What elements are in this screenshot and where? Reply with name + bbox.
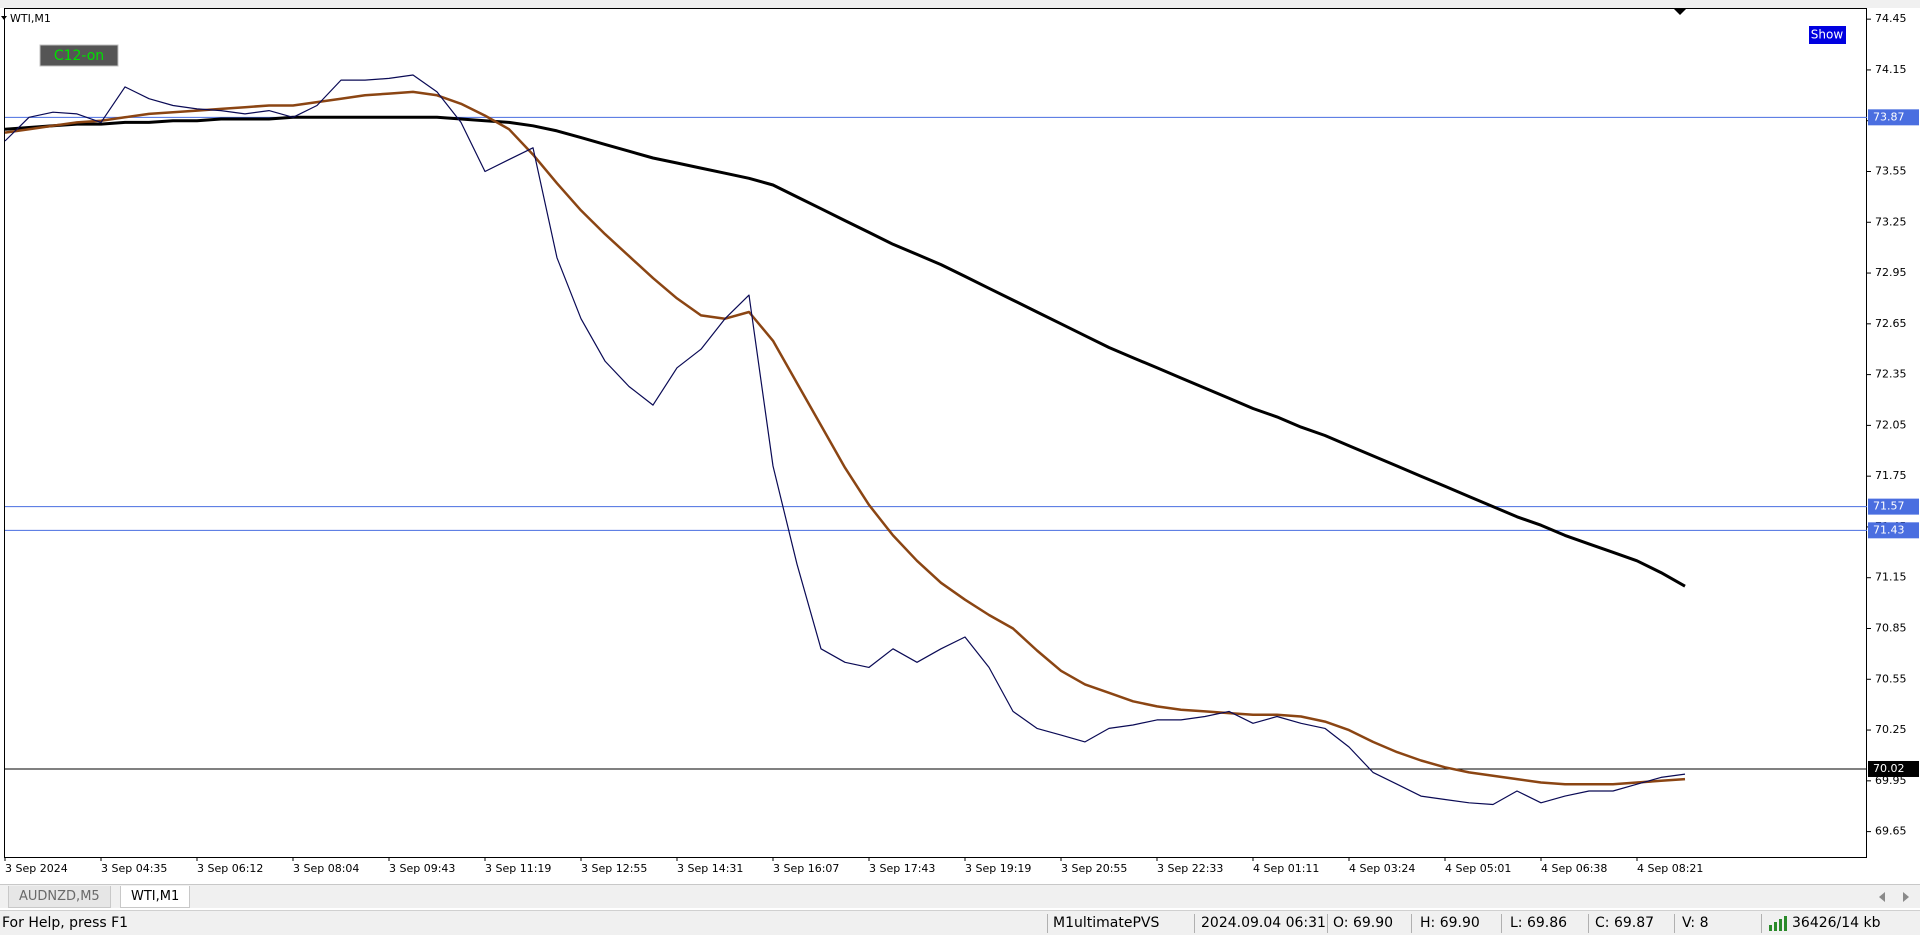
y-tick-label: 72.65: [1875, 317, 1907, 330]
x-tick-label: 4 Sep 01:11: [1253, 862, 1319, 875]
y-tick-label: 69.95: [1875, 774, 1907, 787]
status-help: For Help, press F1: [2, 915, 129, 931]
tab[interactable]: WTI,M1: [120, 886, 191, 908]
x-tick-label: 3 Sep 19:19: [965, 862, 1031, 875]
y-tick-label: 72.05: [1875, 418, 1907, 431]
x-tick-label: 3 Sep 08:04: [293, 862, 359, 875]
tab-bar: AUDNZD,M5 WTI,M1: [0, 884, 1920, 908]
x-tick-label: 3 Sep 14:31: [677, 862, 743, 875]
status-high: H: 69.90: [1420, 915, 1480, 931]
level-label: 73.87: [1873, 110, 1905, 123]
symbol-arrow: [1, 16, 7, 20]
x-tick-label: 3 Sep 11:19: [485, 862, 551, 875]
status-bar: For Help, press F1 M1ultimatePVS 2024.09…: [0, 910, 1920, 935]
tab[interactable]: AUDNZD,M5: [8, 886, 111, 908]
level-label-box: [1868, 109, 1919, 126]
tab-scroll[interactable]: [1870, 890, 1916, 904]
y-tick-label: 69.65: [1875, 825, 1907, 838]
y-tick-label: 72.95: [1875, 266, 1907, 279]
symbol-label: WTI,M1: [10, 12, 51, 25]
status-open: O: 69.90: [1333, 915, 1394, 931]
x-tick-label: 4 Sep 03:24: [1349, 862, 1415, 875]
x-tick-label: 3 Sep 17:43: [869, 862, 935, 875]
shift-marker: [1674, 9, 1686, 15]
series-line: [4, 90, 1686, 786]
x-tick-label: 3 Sep 09:43: [389, 862, 455, 875]
toolbar-strip: [0, 0, 1920, 8]
x-tick-label: 3 Sep 06:12: [197, 862, 263, 875]
show-button-box[interactable]: [1809, 26, 1846, 44]
x-tick-label: 3 Sep 22:33: [1157, 862, 1223, 875]
level-label-box: [1868, 498, 1919, 515]
status-profile: M1ultimatePVS: [1053, 915, 1160, 931]
series-line: [4, 74, 1686, 806]
x-tick-label: 3 Sep 12:55: [581, 862, 647, 875]
level-label: 71.43: [1873, 523, 1905, 536]
y-tick-label: 73.55: [1875, 164, 1907, 177]
series-line: [4, 115, 1686, 588]
x-tick-label: 4 Sep 08:21: [1637, 862, 1703, 875]
x-tick-label: 3 Sep 2024: [5, 862, 68, 875]
x-tick-label: 4 Sep 06:38: [1541, 862, 1607, 875]
status-low: L: 69.86: [1510, 915, 1568, 931]
y-tick-label: 71.15: [1875, 571, 1907, 584]
y-tick-label: 70.55: [1875, 672, 1907, 685]
level-label-box: [1868, 760, 1919, 777]
y-tick-label: 73.25: [1875, 215, 1907, 228]
y-tick-label: 74.15: [1875, 63, 1907, 76]
x-tick-label: 3 Sep 04:35: [101, 862, 167, 875]
y-tick-label: 71.75: [1875, 469, 1907, 482]
level-label: 71.57: [1873, 500, 1905, 513]
y-tick-label: 70.25: [1875, 723, 1907, 736]
level-label: 70.02: [1873, 762, 1905, 775]
show-button[interactable]: Show: [1811, 28, 1844, 42]
status-traffic: 36426/14 kb: [1792, 915, 1881, 931]
marks: [4, 18, 1871, 861]
status-volume: V: 8: [1682, 915, 1709, 931]
indicator-button-box[interactable]: [39, 44, 119, 67]
y-tick-label: 72.35: [1875, 368, 1907, 381]
y-tick-label: 70.85: [1875, 621, 1907, 634]
x-tick-label: 4 Sep 05:01: [1445, 862, 1511, 875]
x-tick-label: 3 Sep 16:07: [773, 862, 839, 875]
level-label-box: [1868, 522, 1919, 539]
chart: WTI,M1 C12-on Show 74.4574.1573.8573.557…: [0, 0, 1920, 875]
status-close: C: 69.87: [1595, 915, 1655, 931]
x-tick-label: 3 Sep 20:55: [1061, 862, 1127, 875]
status-time: 2024.09.04 06:31: [1201, 915, 1326, 931]
indicator-button[interactable]: C12-on: [54, 48, 104, 64]
plot-frame: [4, 8, 1867, 858]
connection-icon: [1769, 916, 1787, 931]
y-tick-label: 74.45: [1875, 12, 1907, 25]
